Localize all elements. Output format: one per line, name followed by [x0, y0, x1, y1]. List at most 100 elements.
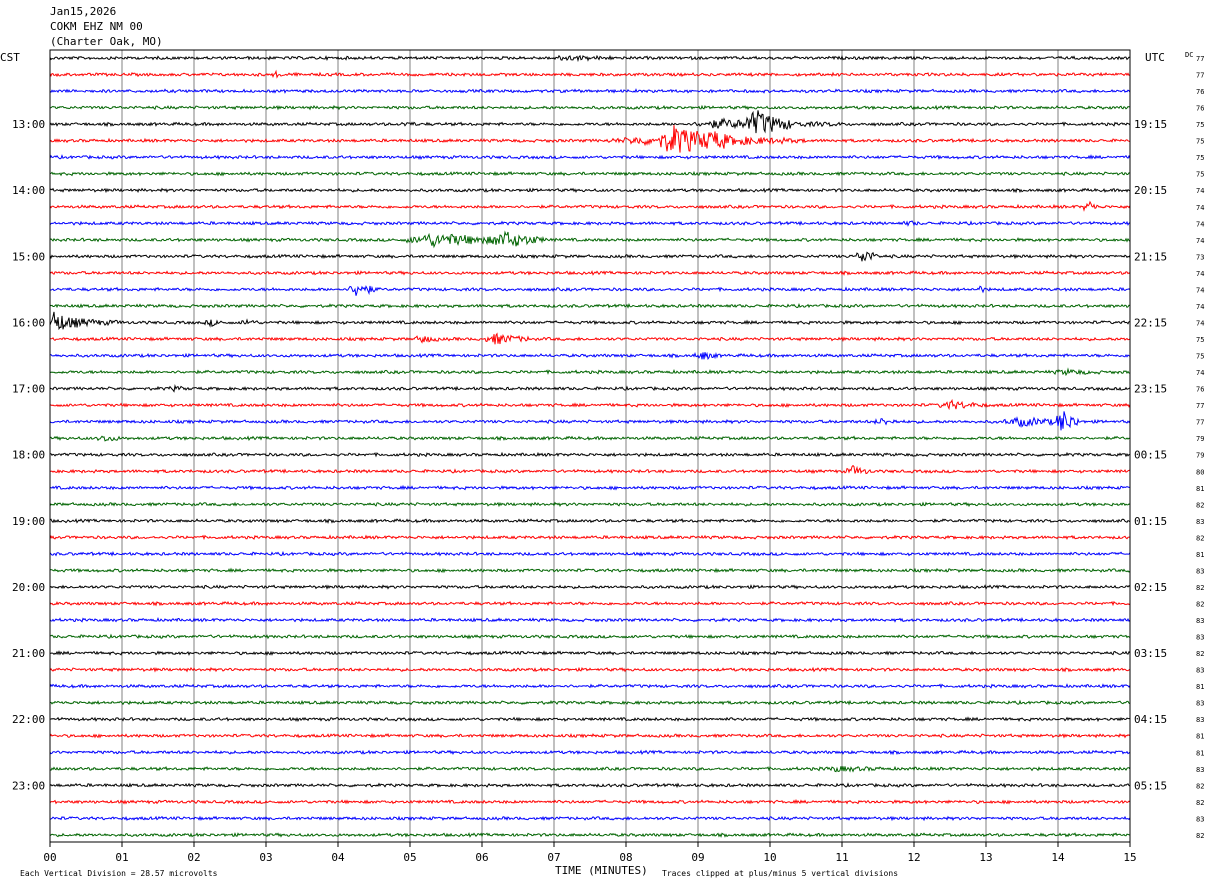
x-tick-label: 12 [907, 851, 920, 864]
left-hour-label: 15:00 [12, 250, 45, 263]
seismic-trace [49, 351, 1131, 360]
dc-value: 74 [1196, 204, 1204, 212]
right-hour-label: 21:15 [1134, 250, 1167, 263]
dc-label: DC [1185, 51, 1193, 59]
seismic-trace [49, 732, 1131, 739]
seismic-trace [49, 302, 1131, 309]
dc-value: 81 [1196, 485, 1204, 493]
seismic-trace [49, 367, 1131, 377]
seismic-trace [50, 332, 1131, 345]
header-station: COKM EHZ NM 00 [50, 20, 143, 33]
dc-value: 73 [1196, 253, 1204, 261]
dc-value: 79 [1196, 435, 1204, 443]
grid [49, 50, 1131, 847]
dc-value: 83 [1196, 518, 1204, 526]
x-tick-label: 03 [259, 851, 272, 864]
seismic-trace [49, 187, 1131, 194]
dc-value: 82 [1196, 832, 1204, 840]
seismic-trace [49, 550, 1131, 557]
seismic-trace [50, 633, 1131, 640]
axis-labels: 00 01 02 03 04 05 06 07 08 09 10 11 12 13 14 15 77 77 76 76… [12, 55, 1204, 864]
left-axis-label: CST [0, 51, 20, 64]
right-hour-label: 05:15 [1134, 779, 1167, 792]
seismic-trace [49, 716, 1131, 722]
seismic-trace [49, 311, 1131, 331]
dc-value: 82 [1196, 501, 1204, 509]
seismic-trace [49, 650, 1131, 656]
seismic-trace [49, 125, 1131, 153]
x-tick-label: 02 [187, 851, 200, 864]
left-hour-label: 23:00 [12, 779, 45, 792]
right-hour-label: 03:15 [1134, 647, 1167, 660]
seismic-trace [49, 383, 1131, 393]
seismic-trace [49, 534, 1130, 541]
dc-value: 74 [1196, 286, 1204, 294]
left-hour-label: 19:00 [12, 515, 45, 528]
seismogram-traces [49, 54, 1131, 838]
left-hour-label: 14:00 [12, 184, 45, 197]
dc-value: 81 [1196, 683, 1204, 691]
x-tick-label: 15 [1123, 851, 1136, 864]
dc-value: 74 [1196, 369, 1204, 377]
right-hour-label: 04:15 [1134, 713, 1167, 726]
right-hour-label: 23:15 [1134, 383, 1167, 396]
x-tick-label: 00 [43, 851, 56, 864]
seismic-trace [49, 251, 1131, 262]
seismic-trace [49, 435, 1131, 442]
x-tick-label: 07 [547, 851, 560, 864]
seismic-trace [49, 749, 1131, 756]
x-tick-label: 06 [475, 851, 488, 864]
seismic-trace [49, 617, 1131, 623]
dc-value: 75 [1196, 154, 1204, 162]
dc-value: 82 [1196, 799, 1204, 807]
seismic-trace [49, 518, 1131, 524]
dc-value: 83 [1196, 766, 1204, 774]
left-hour-label: 18:00 [12, 449, 45, 462]
seismic-trace [49, 285, 1131, 296]
left-hour-label: 20:00 [12, 581, 45, 594]
dc-value: 74 [1196, 270, 1204, 278]
seismic-trace [49, 584, 1131, 590]
dc-value: 74 [1196, 319, 1204, 327]
seismic-trace [49, 765, 1131, 773]
dc-value: 74 [1196, 237, 1204, 245]
seismic-trace [49, 88, 1131, 94]
dc-value: 82 [1196, 782, 1204, 790]
dc-value: 77 [1196, 72, 1204, 80]
dc-value: 77 [1196, 402, 1204, 410]
dc-value: 76 [1196, 386, 1204, 394]
dc-value: 82 [1196, 600, 1204, 608]
dc-value: 82 [1196, 534, 1204, 542]
seismic-trace [49, 782, 1131, 789]
seismic-trace [49, 154, 1131, 161]
left-hour-label: 21:00 [12, 647, 45, 660]
left-hour-label: 17:00 [12, 383, 45, 396]
right-hour-label: 22:15 [1134, 316, 1167, 329]
dc-value: 83 [1196, 815, 1204, 823]
seismic-trace [50, 464, 1131, 475]
vertical-division-note: Each Vertical Division = 28.57 microvolt… [20, 869, 218, 878]
right-hour-label: 19:15 [1134, 118, 1167, 131]
dc-value: 83 [1196, 667, 1204, 675]
seismic-trace [49, 104, 1131, 111]
x-tick-label: 14 [1051, 851, 1065, 864]
x-tick-label: 05 [403, 851, 416, 864]
clip-note: Traces clipped at plus/minus 5 vertical … [662, 869, 898, 878]
seismic-trace [49, 832, 1131, 838]
x-tick-label: 04 [331, 851, 345, 864]
seismic-trace [49, 110, 1131, 134]
dc-value: 75 [1196, 121, 1204, 129]
dc-value: 77 [1196, 419, 1204, 427]
x-tick-label: 13 [979, 851, 992, 864]
dc-value: 74 [1196, 303, 1204, 311]
header-date: Jan15,2026 [50, 5, 117, 18]
dc-value: 76 [1196, 105, 1204, 113]
x-tick-label: 10 [763, 851, 776, 864]
dc-value: 81 [1196, 733, 1204, 741]
x-tick-label: 01 [115, 851, 128, 864]
left-hour-label: 22:00 [12, 713, 45, 726]
seismic-trace [49, 270, 1131, 276]
seismic-trace [49, 200, 1131, 212]
dc-value: 82 [1196, 584, 1204, 592]
